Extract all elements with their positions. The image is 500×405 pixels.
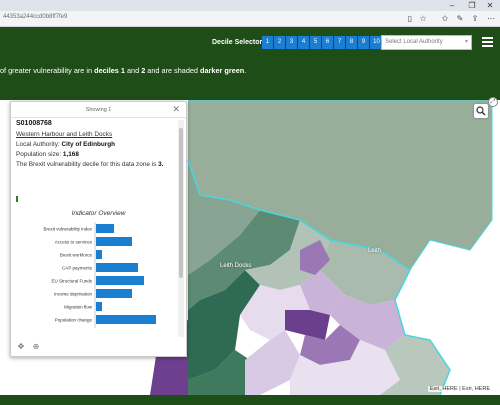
chart-category-label: Income deprivation [54,292,93,297]
pan-to-icon[interactable]: ✥ [17,342,25,351]
browser-title-bar: – ❐ ✕ [0,0,500,11]
chart-category-label: Brexit vulnerability index [43,227,92,232]
chart-bar [96,276,144,285]
popup-scrollbar[interactable] [178,120,184,337]
chart-bar [96,237,132,246]
zone-dark-south[interactable] [188,350,250,395]
local-authority-line: Local Authority: City of Edinburgh [16,141,116,148]
coastline-outline [187,159,451,395]
decile-button-8[interactable]: 8 [346,36,357,49]
decile-button-9[interactable]: 9 [358,36,369,49]
zone-north-sea-coast[interactable] [188,100,492,270]
url-text[interactable]: 44353a244ccd0b8ff7fe9 [3,14,68,20]
chart-category-label: Population change [55,318,93,323]
popup-footer: ✥ ⊕ [11,338,186,356]
decile-button-group: 1 2 3 4 5 6 7 8 9 10 [262,36,384,49]
map-attribution: Esri, HERE | Esri, HERE [427,386,492,392]
population-line: Population size: 1,168 [16,151,79,158]
local-authority-select[interactable]: Select Local Authority ▾ [381,35,472,50]
close-window-icon[interactable]: ✕ [486,1,494,10]
decile-sentence: The Brexit vulnerability decile for this… [16,161,164,168]
chart-category-label: CAP payments [62,266,93,271]
close-icon[interactable]: ✕ [172,104,180,114]
decile-button-6[interactable]: 6 [322,36,333,49]
chart-category-label: Migration flow [64,305,93,310]
search-icon [476,106,486,116]
data-zone-name-link[interactable]: Western Harbour and Leith Docks [16,131,113,138]
pen-icon[interactable]: ✎ [456,14,464,23]
zoom-to-icon[interactable]: ⊕ [32,342,40,351]
reader-view-icon[interactable]: ▯ [407,14,413,23]
expand-icon[interactable]: ⤢ [488,97,498,107]
popup-header: Showing 1 ✕ [11,102,186,118]
scrollbar-thumb[interactable] [179,128,183,278]
chart-bar [96,289,132,298]
zone-purple-dark-1[interactable] [285,310,330,340]
popup-feature-count: Showing 1 [85,107,112,113]
chart-bar [96,224,114,233]
minimize-icon[interactable]: – [449,1,455,10]
zone-lavender-2[interactable] [245,330,300,395]
decile-button-4[interactable]: 4 [298,36,309,49]
decile-selector-label: Decile Selector [212,39,263,46]
zone-leith[interactable] [320,240,410,305]
decile-button-2[interactable]: 2 [274,36,285,49]
indicator-chart: Brexit vulnerability index Access to serv… [43,222,156,328]
decile-button-10[interactable]: 10 [370,36,383,49]
decile-button-1[interactable]: 1 [262,36,273,49]
chart-category-label: EU Structural Funds [51,279,92,284]
chart-category-label: Access to services [55,240,93,245]
zone-purple-mid-2[interactable] [300,325,360,365]
favorites-bar-icon[interactable]: ✩ [441,14,449,23]
place-label-leith: Leith [368,248,382,254]
description-banner: of greater vulnerability are in deciles … [0,63,500,100]
zone-lavender-1[interactable] [240,285,310,340]
chart-bar [96,315,156,324]
local-authority-placeholder: Select Local Authority [385,39,443,45]
place-label-leith-docks: Leith Docks [220,263,252,269]
zone-harbour[interactable] [188,210,300,310]
chart-bar [96,302,102,311]
page-footer [0,395,500,405]
decile-button-5[interactable]: 5 [310,36,321,49]
zone-purple-mid-1[interactable] [300,240,330,275]
chart-bar [96,263,138,272]
app-header: Decile Selector 1 2 3 4 5 6 7 8 9 10 Sel… [0,27,500,63]
description-text: of greater vulnerability are in deciles … [0,66,247,75]
address-bar[interactable]: 44353a244ccd0b8ff7fe9 ▯ ☆ ✩ ✎ ⇪ ⋯ [0,11,500,27]
decile-button-3[interactable]: 3 [286,36,297,49]
favorite-star-icon[interactable]: ☆ [419,14,427,23]
chart-category-label: Brexit workforce [60,253,93,258]
feature-popup: Showing 1 ✕ S01008768 Western Harbour an… [10,101,187,357]
share-icon[interactable]: ⇪ [471,14,479,23]
zone-purple-light-2[interactable] [330,295,405,350]
popup-content: S01008768 Western Harbour and Leith Dock… [16,120,182,335]
chart-title: Indicator Overview [71,210,126,217]
zone-east-green[interactable] [380,335,450,395]
more-icon[interactable]: ⋯ [487,14,495,23]
decile-button-7[interactable]: 7 [334,36,345,49]
decile-color-marker [16,196,18,202]
data-zone-id: S01008768 [16,120,52,127]
zone-lavender-3[interactable] [290,340,400,395]
zone-dark-south-west[interactable] [188,270,260,380]
map-search-button[interactable] [474,104,488,118]
chevron-down-icon: ▾ [464,39,468,45]
zone-purple-light-1[interactable] [300,270,345,315]
boundary-outline [188,100,493,271]
menu-icon[interactable] [482,37,493,47]
chart-bar [96,250,102,259]
maximize-icon[interactable]: ❐ [468,1,476,10]
zone-west-coast[interactable] [188,160,260,275]
zone-water-east [395,220,492,395]
